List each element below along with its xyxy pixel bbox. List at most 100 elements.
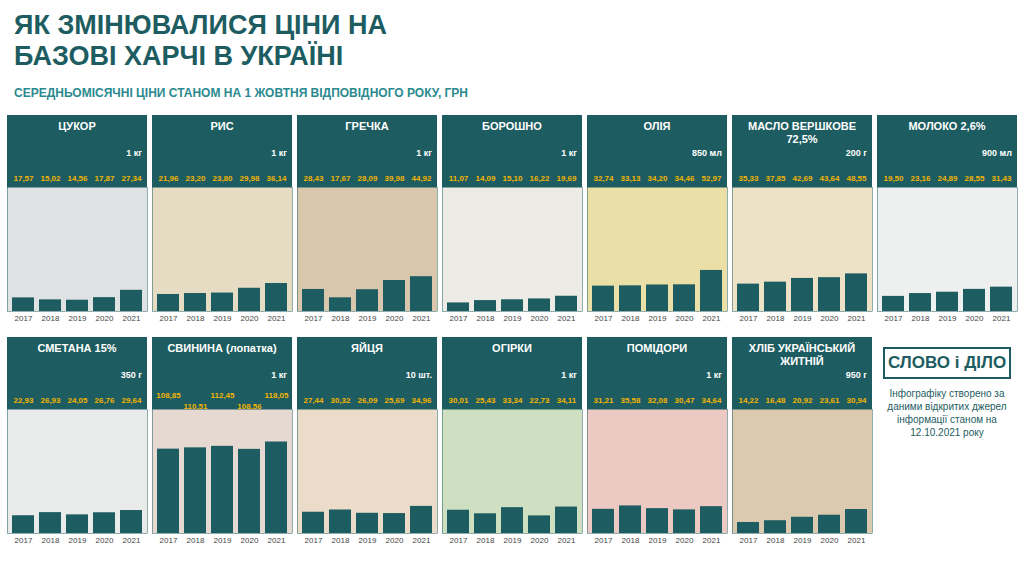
svg-text:2019: 2019	[359, 314, 377, 323]
svg-text:2018: 2018	[187, 536, 205, 545]
svg-text:2018: 2018	[332, 536, 350, 545]
svg-text:26,09: 26,09	[357, 396, 378, 405]
svg-text:2018: 2018	[622, 536, 640, 545]
svg-text:2017: 2017	[305, 536, 323, 545]
svg-text:33,13: 33,13	[620, 174, 641, 183]
svg-text:110,51: 110,51	[183, 402, 208, 411]
svg-text:2017: 2017	[595, 314, 613, 323]
svg-text:27,34: 27,34	[121, 174, 142, 183]
svg-text:24,89: 24,89	[937, 174, 958, 183]
svg-text:2017: 2017	[885, 314, 903, 323]
svg-text:2021: 2021	[848, 314, 866, 323]
svg-text:34,96: 34,96	[411, 396, 432, 405]
svg-text:2019: 2019	[214, 314, 232, 323]
svg-text:37,85: 37,85	[765, 174, 786, 183]
svg-text:2021: 2021	[413, 314, 431, 323]
svg-text:2019: 2019	[649, 536, 667, 545]
svg-text:2021: 2021	[268, 536, 286, 545]
svg-text:2017: 2017	[450, 314, 468, 323]
svg-text:2020: 2020	[676, 314, 694, 323]
svg-text:31,21: 31,21	[593, 396, 614, 405]
svg-text:108,56: 108,56	[237, 402, 262, 411]
svg-text:30,47: 30,47	[674, 396, 695, 405]
svg-text:34,11: 34,11	[557, 396, 577, 405]
svg-text:22,73: 22,73	[529, 396, 550, 405]
svg-text:34,64: 34,64	[701, 396, 722, 405]
svg-text:2017: 2017	[595, 536, 613, 545]
svg-text:29,98: 29,98	[239, 174, 260, 183]
svg-text:23,61: 23,61	[819, 396, 840, 405]
svg-text:2018: 2018	[912, 314, 930, 323]
svg-text:36,14: 36,14	[266, 174, 287, 183]
svg-text:2020: 2020	[676, 536, 694, 545]
svg-text:15,10: 15,10	[502, 174, 523, 183]
svg-text:2019: 2019	[69, 536, 87, 545]
svg-text:14,22: 14,22	[738, 396, 759, 405]
svg-text:2019: 2019	[794, 536, 812, 545]
svg-text:35,33: 35,33	[738, 174, 759, 183]
svg-text:118,05: 118,05	[264, 391, 289, 400]
svg-text:108,85: 108,85	[156, 391, 181, 400]
svg-text:2019: 2019	[794, 314, 812, 323]
svg-text:42,69: 42,69	[792, 174, 813, 183]
svg-text:2018: 2018	[622, 314, 640, 323]
svg-text:2018: 2018	[767, 314, 785, 323]
svg-text:29,64: 29,64	[121, 396, 142, 405]
svg-text:2021: 2021	[123, 314, 141, 323]
svg-text:26,93: 26,93	[40, 396, 61, 405]
svg-text:23,20: 23,20	[185, 174, 206, 183]
svg-text:14,56: 14,56	[67, 174, 88, 183]
svg-text:19,50: 19,50	[883, 174, 904, 183]
svg-text:2019: 2019	[359, 536, 377, 545]
svg-text:2017: 2017	[305, 314, 323, 323]
svg-text:16,48: 16,48	[765, 396, 786, 405]
svg-text:2018: 2018	[477, 536, 495, 545]
svg-text:35,58: 35,58	[620, 396, 641, 405]
svg-text:15,02: 15,02	[40, 174, 61, 183]
svg-text:23,16: 23,16	[910, 174, 931, 183]
svg-text:44,92: 44,92	[411, 174, 432, 183]
svg-text:2020: 2020	[821, 314, 839, 323]
svg-text:2021: 2021	[558, 536, 576, 545]
svg-text:52,97: 52,97	[701, 174, 722, 183]
svg-text:2020: 2020	[386, 314, 404, 323]
svg-text:112,45: 112,45	[210, 391, 235, 400]
svg-text:28,55: 28,55	[964, 174, 985, 183]
svg-text:33,34: 33,34	[502, 396, 523, 405]
svg-text:30,32: 30,32	[330, 396, 351, 405]
svg-text:17,67: 17,67	[330, 174, 351, 183]
svg-text:25,69: 25,69	[384, 396, 405, 405]
svg-text:17,87: 17,87	[94, 174, 115, 183]
svg-text:2018: 2018	[187, 314, 205, 323]
svg-text:2018: 2018	[332, 314, 350, 323]
svg-text:34,20: 34,20	[647, 174, 668, 183]
svg-text:2020: 2020	[386, 536, 404, 545]
svg-text:11,07: 11,07	[449, 174, 469, 183]
svg-text:43,64: 43,64	[819, 174, 840, 183]
svg-text:2017: 2017	[450, 536, 468, 545]
svg-text:2018: 2018	[42, 536, 60, 545]
svg-text:31,43: 31,43	[991, 174, 1012, 183]
svg-text:2021: 2021	[558, 314, 576, 323]
svg-text:16,22: 16,22	[529, 174, 550, 183]
svg-text:2017: 2017	[15, 536, 33, 545]
svg-text:2017: 2017	[160, 536, 178, 545]
svg-text:30,94: 30,94	[846, 396, 867, 405]
svg-text:2017: 2017	[15, 314, 33, 323]
svg-text:32,74: 32,74	[593, 174, 614, 183]
svg-text:2020: 2020	[96, 314, 114, 323]
svg-text:48,55: 48,55	[846, 174, 867, 183]
svg-text:32,08: 32,08	[647, 396, 668, 405]
svg-text:2017: 2017	[160, 314, 178, 323]
svg-text:2020: 2020	[241, 314, 259, 323]
svg-text:2020: 2020	[241, 536, 259, 545]
svg-text:21,96: 21,96	[158, 174, 179, 183]
svg-text:27,44: 27,44	[303, 396, 324, 405]
svg-text:2017: 2017	[740, 314, 758, 323]
svg-text:28,09: 28,09	[357, 174, 378, 183]
svg-text:2020: 2020	[531, 536, 549, 545]
svg-text:2020: 2020	[821, 536, 839, 545]
svg-text:2019: 2019	[939, 314, 957, 323]
svg-text:2020: 2020	[966, 314, 984, 323]
svg-text:2019: 2019	[69, 314, 87, 323]
